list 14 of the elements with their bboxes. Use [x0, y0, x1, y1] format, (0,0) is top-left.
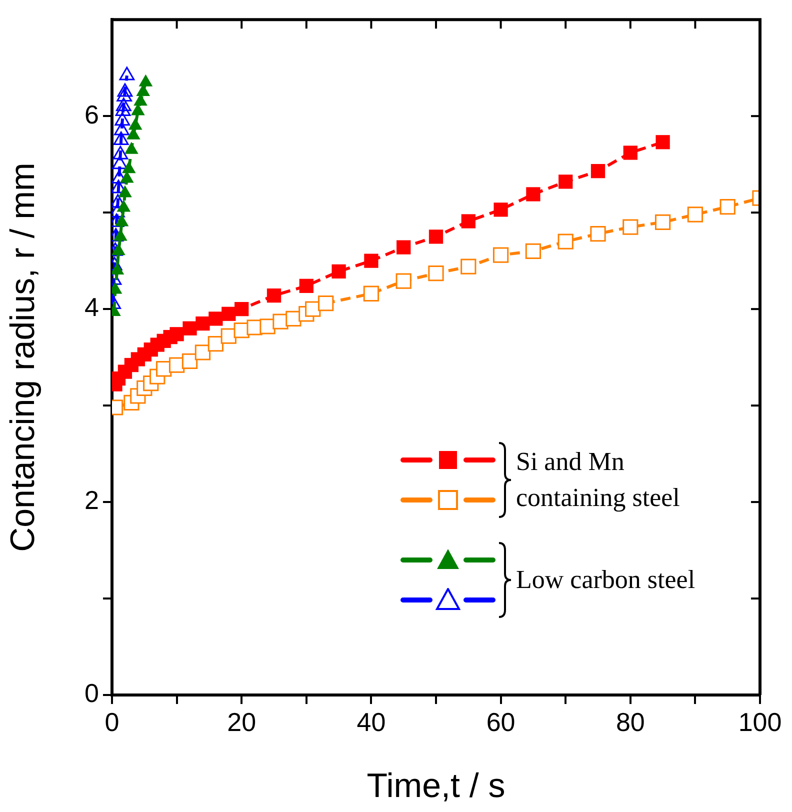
x-tick-label: 100	[738, 706, 782, 737]
y-tick-label: 2	[84, 485, 99, 516]
y-tick-label: 4	[84, 292, 99, 322]
x-tick-label: 80	[616, 706, 645, 737]
x-tick-label: 20	[227, 706, 256, 737]
y-tick-label: 0	[84, 678, 99, 708]
x-tick-label: 40	[356, 706, 386, 737]
x-axis-title: Time,t / s	[366, 766, 506, 805]
x-tick-label: 0	[104, 706, 120, 737]
x-tick-label: 60	[486, 706, 516, 737]
annotation: Si and Mn containing steel	[516, 446, 681, 514]
annotation: Low carbon steel	[516, 564, 696, 596]
y-axis-title: Contancing radius, r / mm	[4, 162, 42, 552]
y-tick-label: 6	[84, 99, 99, 130]
